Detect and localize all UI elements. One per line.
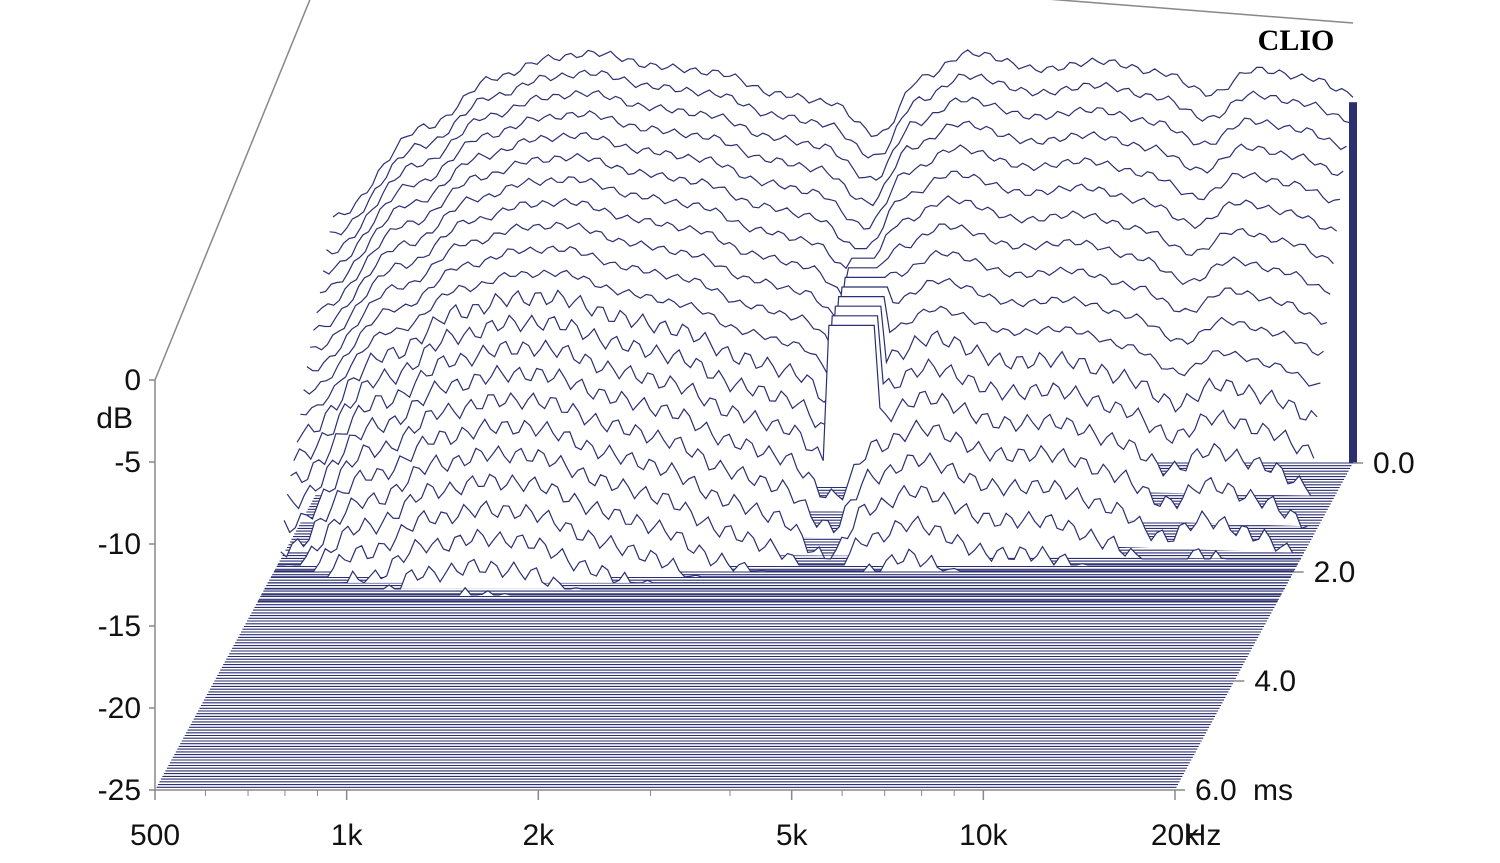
y-tick-label: -15 <box>98 610 141 643</box>
back-top-edge <box>1050 0 1354 24</box>
z-tick-label: 0.0 <box>1373 447 1415 480</box>
y-tick-label: -5 <box>114 446 141 479</box>
z-unit-label: ms <box>1253 774 1293 807</box>
x-tick-label: 500 <box>130 819 180 852</box>
z-tick-label: 2.0 <box>1314 556 1356 589</box>
y-tick-label: -10 <box>98 528 141 561</box>
y-tick-label: -25 <box>98 774 141 807</box>
x-tick-label: 2k <box>522 819 555 852</box>
floor-slices <box>155 462 1353 791</box>
decay-trace <box>267 528 1288 584</box>
x-tick-label: 10k <box>959 819 1008 852</box>
z-tick-label: 4.0 <box>1254 665 1296 698</box>
x-tick-label: 5k <box>776 819 809 852</box>
x-tick-label: 1k <box>331 819 364 852</box>
decay-trace <box>261 586 1282 596</box>
brand-label: CLIO <box>1258 24 1335 57</box>
wall-bar <box>1349 102 1357 463</box>
y-tick-label: -20 <box>98 692 141 725</box>
chart-frame <box>149 0 1363 800</box>
x-unit-label: Hz <box>1185 819 1222 852</box>
decay-trace <box>264 558 1285 590</box>
x-tick-label: 20k <box>1151 819 1200 852</box>
y-unit-label: dB <box>96 402 133 435</box>
decay-traces <box>257 49 1357 602</box>
z-tick-label: 6.0 <box>1195 774 1237 807</box>
y-tick-label: 0 <box>124 364 141 397</box>
back-left-edge <box>154 0 311 381</box>
